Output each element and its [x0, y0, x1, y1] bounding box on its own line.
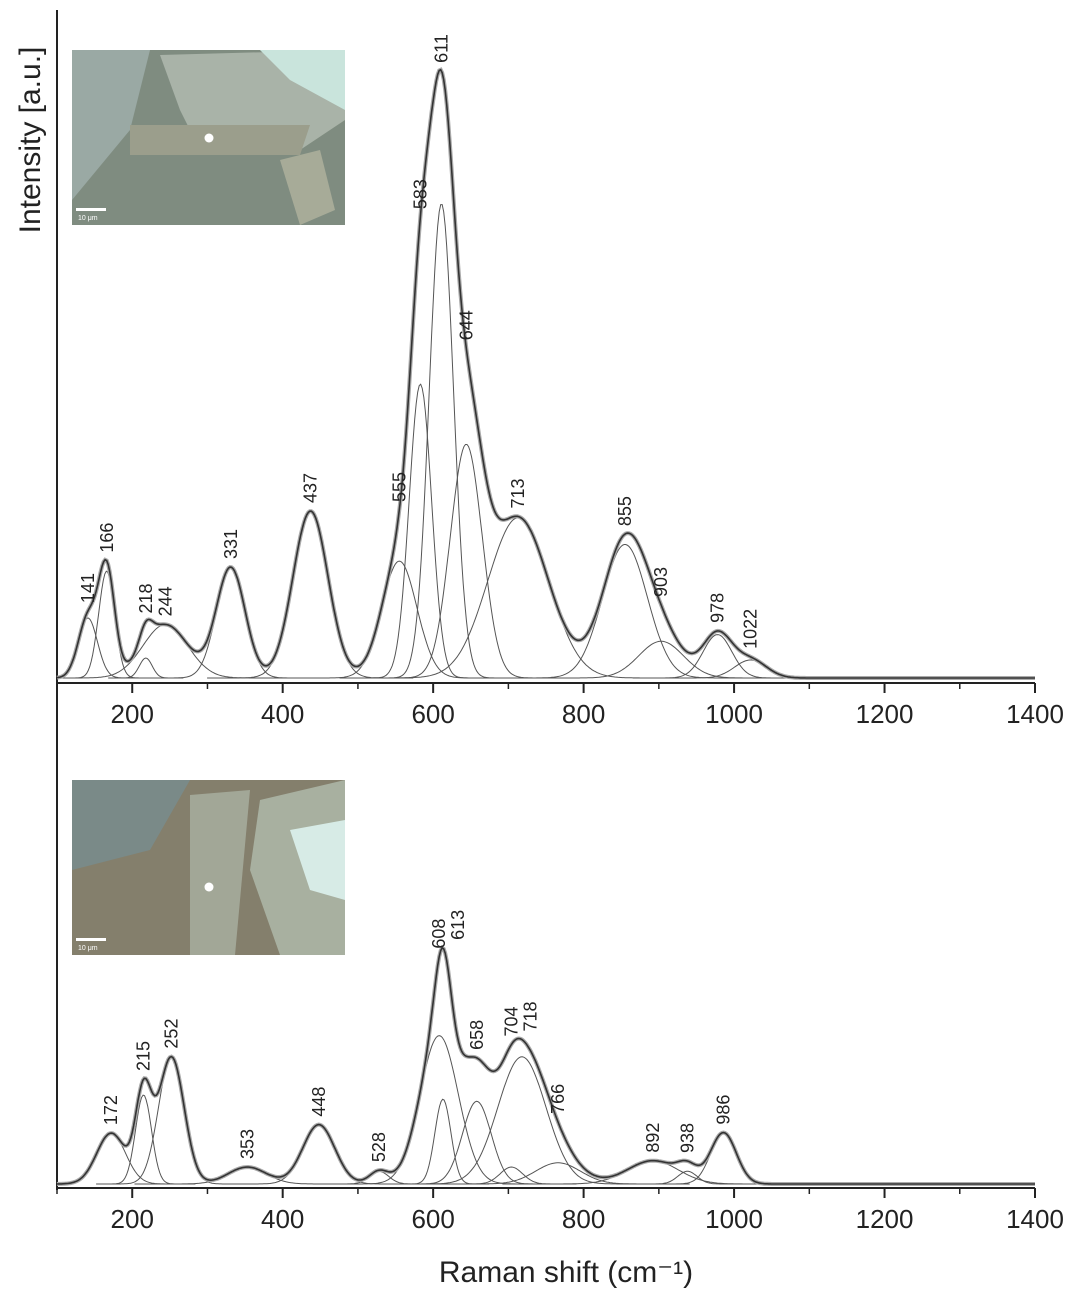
inset-scale: 10 μm — [78, 215, 98, 222]
fit-component — [648, 1132, 799, 1185]
peak-label: 583 — [410, 179, 430, 209]
x-tick-label: 400 — [261, 1204, 304, 1234]
peak-label: 644 — [456, 310, 476, 340]
peak-label: 938 — [677, 1123, 697, 1153]
peak-label: 903 — [651, 567, 671, 597]
peak-label: 608 — [429, 919, 449, 949]
inset-2: 10 μm — [72, 780, 345, 955]
x-tick-label: 600 — [411, 1204, 454, 1234]
peak-label: 713 — [508, 478, 528, 508]
peak-label: 892 — [643, 1123, 663, 1153]
peak-label: 611 — [431, 34, 451, 63]
peak-label: 252 — [161, 1019, 181, 1049]
fit-component — [108, 657, 184, 679]
x-tick-label: 600 — [411, 699, 454, 729]
x-axis-label: Raman shift (cm⁻¹) — [439, 1256, 693, 1289]
x-tick-label: 800 — [562, 1204, 605, 1234]
inset-scale: 10 μm — [78, 945, 98, 952]
peak-label: 331 — [221, 529, 241, 559]
peak-label: 986 — [714, 1095, 734, 1125]
x-tick-label: 200 — [111, 699, 154, 729]
peak-label: 353 — [237, 1129, 257, 1159]
peak-label: 141 — [78, 573, 98, 603]
peak-label: 555 — [389, 472, 409, 502]
peak-label: 448 — [309, 1087, 329, 1117]
peak-label: 218 — [136, 583, 156, 613]
x-tick-label: 800 — [562, 699, 605, 729]
fit-component — [322, 1170, 436, 1185]
fit-component — [146, 567, 315, 679]
y-axis-label: Intensity [a.u.] — [14, 47, 47, 234]
fit-envelope — [56, 946, 1035, 1185]
peak-label: 437 — [301, 473, 321, 503]
peak-label: 718 — [520, 1002, 540, 1032]
measured-spectrum — [56, 945, 1035, 1186]
peak-label: 658 — [467, 1020, 487, 1050]
inset-1: 10 μm — [72, 50, 345, 225]
x-tick-label: 1400 — [1006, 699, 1064, 729]
x-tick-label: 1200 — [856, 699, 914, 729]
fit-component — [529, 640, 793, 679]
x-tick-label: 1200 — [856, 1204, 914, 1234]
peak-label: 244 — [155, 586, 175, 616]
peak-label: 704 — [501, 1006, 521, 1036]
x-tick-label: 1400 — [1006, 1204, 1064, 1234]
fit-component — [134, 1166, 361, 1185]
peak-label: 172 — [101, 1095, 121, 1125]
x-tick-label: 400 — [261, 699, 304, 729]
x-tick-label: 1000 — [705, 699, 763, 729]
fit-component — [502, 1160, 804, 1185]
peak-label: 215 — [134, 1041, 154, 1071]
peak-label: 855 — [615, 496, 635, 526]
peak-label: 613 — [448, 910, 468, 940]
peak-label: 528 — [369, 1132, 389, 1162]
peak-label: 978 — [708, 593, 728, 623]
fit-component — [631, 1170, 744, 1185]
peak-label: 166 — [97, 523, 117, 553]
x-tick-label: 1000 — [705, 1204, 763, 1234]
fit-component — [426, 1162, 690, 1185]
peak-label: 766 — [548, 1084, 568, 1114]
x-tick-label: 200 — [111, 1204, 154, 1234]
fit-envelope — [56, 68, 1035, 679]
peak-label: 1022 — [741, 609, 761, 649]
